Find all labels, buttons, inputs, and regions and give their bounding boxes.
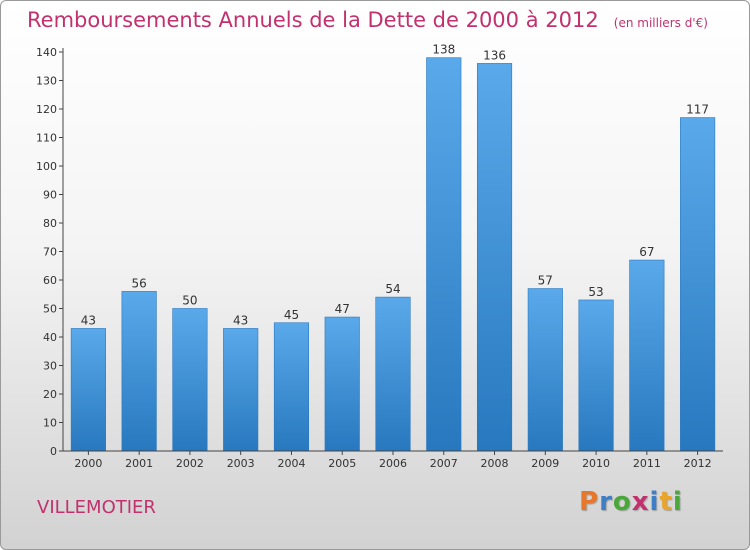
x-tick-label: 2004 [277, 457, 305, 470]
logo-letter: o [612, 487, 632, 517]
y-tick-label: 70 [43, 246, 57, 259]
y-tick-label: 50 [43, 303, 57, 316]
x-axis: 2000 2001 2002 2003 2004 2005 2006 2007 2008 2009… [63, 450, 723, 470]
data-label: 117 [686, 103, 709, 117]
y-tick-label: 20 [43, 388, 57, 401]
x-tick-label: 2008 [481, 457, 509, 470]
x-tick-label: 2012 [684, 457, 712, 470]
y-tick-label: 120 [36, 103, 57, 116]
x-tick-label: 2010 [582, 457, 610, 470]
bar-2008 [476, 63, 513, 452]
logo-letter: r [599, 487, 613, 517]
y-tick-label: 80 [43, 217, 57, 230]
data-label: 67 [639, 245, 654, 259]
proxiti-logo: Proxiti [579, 487, 683, 517]
logo-letter: x [631, 487, 650, 517]
logo-letter: t [659, 487, 673, 517]
data-label: 136 [483, 48, 506, 62]
data-label: 56 [132, 276, 147, 290]
commune-name: VILLEMOTIER [37, 497, 156, 518]
x-tick-label: 2005 [328, 457, 356, 470]
data-label: 138 [432, 43, 455, 57]
bar-2006 [375, 296, 411, 452]
y-tick-label: 60 [43, 274, 57, 287]
data-label: 57 [538, 274, 553, 288]
logo-letter: i [672, 487, 683, 517]
bar-2004 [273, 322, 310, 452]
y-tick-label: 40 [43, 331, 57, 344]
bar-2002 [172, 308, 208, 452]
y-tick-label: 100 [36, 160, 57, 173]
y-tick-label: 30 [43, 360, 57, 373]
y-tick-label: 10 [43, 417, 57, 430]
chart-title: Remboursements Annuels de la Dette de 20… [27, 8, 599, 32]
data-label: 54 [385, 282, 400, 296]
bar-2010 [578, 299, 614, 452]
logo-letter: P [579, 487, 600, 517]
y-tick-label: 110 [36, 132, 57, 145]
chart-unit: (en milliers d'€) [613, 16, 708, 30]
title-row: Remboursements Annuels de la Dette de 20… [27, 8, 708, 32]
bar-2003 [223, 328, 259, 452]
x-tick-label: 2002 [176, 457, 204, 470]
x-tick-label: 2011 [633, 457, 661, 470]
y-axis: 0 10 20 30 40 50 60 70 80 90 100 110 120 130 140 [36, 46, 64, 458]
x-tick-label: 2001 [125, 457, 153, 470]
y-tick-label: 0 [50, 445, 57, 458]
data-label: 53 [588, 285, 603, 299]
data-label: 45 [284, 308, 299, 322]
bar-2000 [70, 328, 106, 452]
bar-2001 [121, 291, 157, 452]
bar-2012 [680, 117, 716, 452]
bar-2005 [324, 316, 360, 452]
bar-2009 [527, 288, 563, 452]
y-tick-label: 130 [36, 75, 57, 88]
y-tick-label: 90 [43, 189, 57, 202]
bar-2007 [426, 57, 462, 452]
bars: 43 56 50 43 45 47 54 138 136 57 53 67 117 [70, 43, 716, 452]
x-tick-label: 2007 [430, 457, 458, 470]
x-tick-label: 2009 [531, 457, 559, 470]
data-label: 47 [335, 302, 350, 316]
logo-letter: i [649, 487, 660, 517]
x-tick-label: 2006 [379, 457, 407, 470]
data-label: 50 [182, 294, 197, 308]
x-tick-label: 2000 [74, 457, 102, 470]
data-label: 43 [233, 313, 248, 327]
bar-2011 [629, 259, 665, 452]
x-tick-label: 2003 [227, 457, 255, 470]
data-label: 43 [81, 313, 96, 327]
y-tick-label: 140 [36, 46, 57, 59]
